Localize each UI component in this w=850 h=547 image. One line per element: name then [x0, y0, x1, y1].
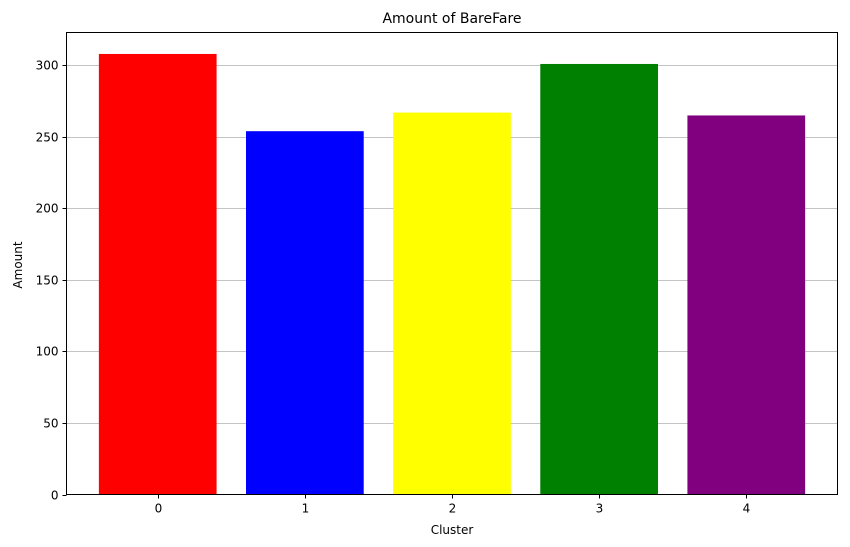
x-tick-label: 2: [449, 502, 457, 516]
y-axis-ticks: 0 50 100 150 200 250 300: [36, 59, 67, 503]
bars: [98, 53, 806, 495]
x-tick-label: 1: [302, 502, 310, 516]
x-tick-label: 0: [155, 502, 163, 516]
bar-cluster-4: [687, 115, 806, 495]
x-axis-ticks: 0 1 2 3 4: [155, 494, 751, 516]
x-tick-label: 4: [743, 502, 751, 516]
bar-cluster-3: [540, 63, 658, 495]
y-tick-label: 300: [36, 59, 59, 73]
bar-cluster-0: [98, 53, 217, 495]
y-tick-label: 100: [36, 345, 59, 359]
chart-title: Amount of BareFare: [382, 11, 521, 27]
y-axis-label: Amount: [11, 241, 25, 288]
y-tick-label: 50: [43, 417, 58, 431]
x-axis-label: Cluster: [431, 523, 474, 537]
y-tick-label: 250: [36, 131, 59, 145]
bar-cluster-1: [246, 131, 364, 495]
y-tick-label: 150: [36, 274, 59, 288]
y-tick-label: 200: [36, 202, 59, 216]
y-tick-label: 0: [51, 489, 59, 503]
x-tick-label: 3: [596, 502, 604, 516]
bar-cluster-2: [393, 112, 511, 495]
